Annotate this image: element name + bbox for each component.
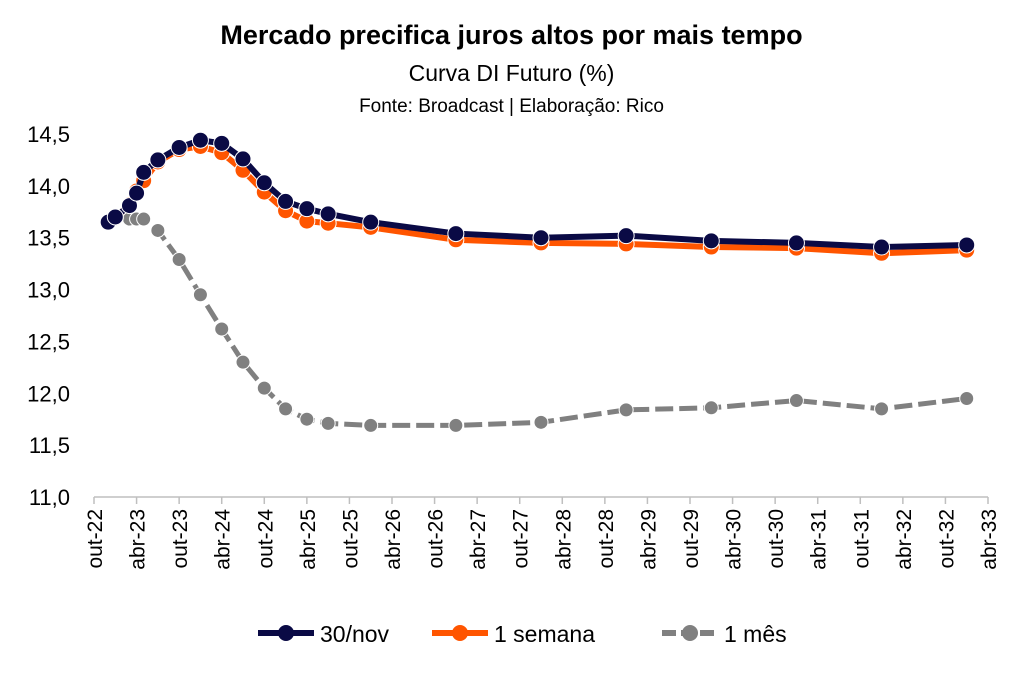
data-point: [788, 393, 804, 409]
chart-title: Mercado precifica juros altos por mais t…: [220, 20, 803, 50]
x-tick-label: abr-31: [808, 509, 831, 570]
x-tick-label: out-30: [765, 509, 788, 569]
legend-marker: [278, 625, 294, 641]
y-tick-label: 12,5: [27, 329, 70, 354]
data-point: [278, 401, 294, 417]
legend-label: 1 mês: [724, 621, 787, 647]
data-point: [617, 227, 635, 245]
x-tick-label: abr-26: [382, 509, 405, 570]
x-tick-label: out-23: [169, 509, 192, 569]
data-point: [959, 390, 975, 406]
chart-source: Fonte: Broadcast | Elaboração: Rico: [359, 96, 664, 117]
y-tick-label: 14,0: [27, 174, 70, 199]
chart-subtitle: Curva DI Futuro (%): [408, 60, 615, 86]
data-point: [191, 131, 209, 149]
data-point: [256, 380, 272, 396]
y-tick-label: 12,0: [27, 381, 70, 406]
x-tick-label: abr-28: [552, 509, 575, 570]
data-point: [787, 234, 805, 252]
data-point: [703, 400, 719, 416]
data-point: [533, 414, 549, 430]
data-point: [298, 200, 316, 218]
y-tick-label: 11,5: [29, 433, 70, 458]
x-tick-label: out-29: [680, 509, 703, 569]
data-point: [277, 192, 295, 210]
data-point: [299, 411, 315, 427]
data-point: [135, 163, 153, 181]
data-point: [363, 417, 379, 433]
x-tick-label: out-27: [510, 509, 533, 569]
data-point: [171, 251, 187, 267]
data-point: [873, 238, 891, 256]
legend-marker: [682, 625, 698, 641]
y-tick-label: 13,0: [27, 278, 70, 303]
data-point: [150, 222, 166, 238]
x-tick-label: abr-33: [978, 509, 1001, 570]
y-tick-label: 11,0: [29, 485, 70, 510]
data-point: [214, 321, 230, 337]
x-tick-label: abr-27: [467, 509, 490, 570]
x-tick-label: out-24: [254, 509, 277, 569]
data-point: [532, 229, 550, 247]
x-tick-label: abr-30: [723, 509, 746, 570]
data-point: [213, 134, 231, 152]
data-point: [106, 208, 124, 226]
data-point: [255, 174, 273, 192]
data-point: [618, 402, 634, 418]
data-point: [170, 138, 188, 156]
x-tick-label: out-25: [339, 509, 362, 569]
data-point: [234, 150, 252, 168]
y-tick-label: 14,5: [27, 122, 70, 147]
data-point: [149, 151, 167, 169]
x-tick-label: abr-32: [893, 509, 916, 570]
x-tick-label: out-32: [935, 509, 958, 569]
legend-label: 1 semana: [494, 621, 595, 647]
data-point: [319, 205, 337, 223]
x-tick-label: abr-29: [637, 509, 660, 570]
data-point: [136, 211, 152, 227]
x-tick-label: out-22: [84, 509, 107, 569]
data-point: [362, 213, 380, 231]
x-tick-label: out-28: [595, 509, 618, 569]
legend-label: 30/nov: [320, 621, 390, 647]
x-tick-label: out-31: [850, 509, 873, 569]
x-tick-label: abr-25: [297, 509, 320, 570]
data-point: [235, 354, 251, 370]
y-tick-label: 13,5: [27, 226, 70, 251]
series-line-30-nov: [106, 137, 967, 251]
data-point: [320, 415, 336, 431]
x-tick-label: abr-23: [127, 509, 150, 570]
data-point: [958, 236, 976, 254]
legend-marker: [452, 625, 468, 641]
data-point: [874, 401, 890, 417]
data-point: [447, 225, 465, 243]
x-tick-label: abr-24: [212, 509, 235, 570]
x-tick-label: out-26: [425, 509, 448, 569]
data-point: [702, 232, 720, 250]
data-point: [128, 184, 146, 202]
data-point: [448, 417, 464, 433]
data-point: [192, 287, 208, 303]
